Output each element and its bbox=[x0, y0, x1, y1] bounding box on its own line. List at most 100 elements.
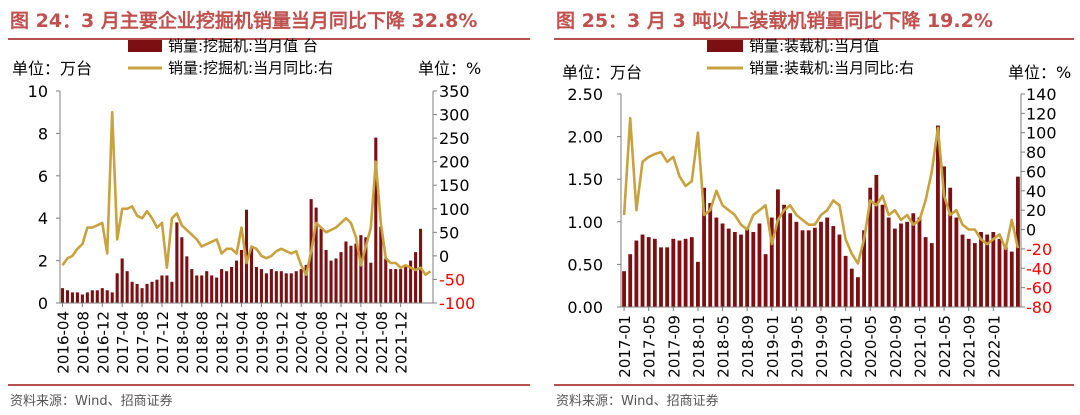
bar bbox=[751, 232, 756, 307]
bar bbox=[634, 240, 639, 307]
bar bbox=[259, 269, 263, 303]
bar bbox=[289, 273, 293, 303]
left-axis-unit: 单位：万台 bbox=[12, 59, 92, 78]
bar bbox=[339, 252, 343, 303]
bar bbox=[75, 292, 79, 303]
bar bbox=[948, 187, 953, 307]
chart-panel-loader: 图 25：3 月 3 吨以上装载机销量同比下降 19.2% 单位：万台 单位：% 销… bbox=[546, 0, 1080, 415]
right-axis-unit: 单位：% bbox=[418, 59, 481, 78]
left-tick-label: 1.00 bbox=[567, 213, 603, 232]
bar bbox=[215, 277, 219, 303]
bar bbox=[180, 237, 184, 303]
x-tick-label: 2017-09 bbox=[665, 315, 683, 378]
left-tick-label: 4 bbox=[38, 209, 48, 228]
left-tick-label: 2 bbox=[38, 252, 48, 271]
bar bbox=[905, 221, 910, 307]
bar bbox=[991, 232, 996, 307]
bar bbox=[880, 204, 885, 307]
x-tick-label: 2020-08 bbox=[313, 311, 331, 374]
bar bbox=[683, 238, 688, 307]
bar bbox=[170, 281, 174, 303]
bar bbox=[274, 271, 278, 303]
bar bbox=[997, 238, 1002, 307]
right-tick-label: 0 bbox=[1026, 221, 1036, 240]
bar bbox=[874, 174, 879, 307]
right-tick-label: 150 bbox=[439, 176, 470, 195]
bar bbox=[205, 271, 209, 303]
x-tick-label: 2017-12 bbox=[154, 311, 172, 374]
bar bbox=[210, 275, 214, 303]
left-tick-label: 1.50 bbox=[567, 170, 603, 189]
bar bbox=[364, 237, 368, 303]
x-tick-label: 2016-04 bbox=[54, 311, 72, 374]
bar bbox=[837, 234, 842, 307]
x-tick-label: 2019-08 bbox=[253, 311, 271, 374]
bar bbox=[294, 271, 298, 303]
left-tick-label: 6 bbox=[38, 167, 48, 186]
bar bbox=[384, 258, 388, 303]
bar bbox=[856, 277, 860, 307]
x-tick-label: 2020-04 bbox=[293, 311, 311, 374]
bar bbox=[80, 294, 84, 303]
bar bbox=[389, 269, 393, 303]
bar bbox=[85, 292, 89, 303]
bar bbox=[354, 243, 358, 303]
bar bbox=[145, 283, 149, 303]
bar bbox=[800, 230, 805, 307]
bar bbox=[714, 217, 719, 307]
bar bbox=[135, 283, 139, 303]
bar bbox=[264, 273, 268, 303]
left-tick-label: 2.00 bbox=[567, 128, 603, 147]
bar bbox=[923, 237, 928, 307]
source-note: 资料来源：Wind、招商证券 bbox=[556, 394, 719, 409]
bar bbox=[269, 269, 273, 303]
x-tick-label: 2016-12 bbox=[94, 311, 112, 374]
bar bbox=[60, 288, 65, 303]
bar bbox=[185, 256, 189, 303]
x-tick-label: 2021-08 bbox=[373, 311, 391, 374]
x-tick-label: 2021-01 bbox=[911, 315, 929, 378]
bar bbox=[200, 275, 204, 303]
bar bbox=[825, 217, 830, 307]
bar bbox=[220, 269, 224, 303]
bar bbox=[120, 258, 124, 303]
bar bbox=[677, 240, 682, 307]
right-tick-label: -20 bbox=[1026, 240, 1052, 259]
source-rule bbox=[8, 384, 530, 386]
bar bbox=[849, 268, 854, 307]
bar bbox=[917, 217, 922, 307]
bar bbox=[70, 292, 74, 303]
x-tick-label: 2018-01 bbox=[690, 315, 708, 378]
bar bbox=[254, 266, 258, 303]
bar bbox=[419, 228, 423, 303]
right-tick-label: -60 bbox=[1026, 279, 1052, 298]
bar bbox=[929, 243, 934, 307]
legend-line-label: 销量:挖掘机:当月同比:右 bbox=[168, 59, 333, 77]
bar bbox=[732, 232, 737, 307]
bar bbox=[115, 273, 119, 303]
bar bbox=[225, 271, 229, 303]
bar bbox=[726, 228, 731, 307]
source-rule bbox=[554, 384, 1074, 386]
bar bbox=[329, 260, 333, 303]
bar bbox=[745, 228, 750, 307]
bar bbox=[379, 226, 383, 303]
bar bbox=[150, 281, 154, 303]
bar bbox=[284, 273, 288, 303]
bar bbox=[788, 213, 793, 307]
x-tick-label: 2021-12 bbox=[393, 311, 411, 374]
figure-title: 图 24：3 月主要企业挖掘机销量当月同比下降 32.8% bbox=[10, 10, 478, 32]
bar bbox=[349, 245, 353, 303]
bar bbox=[763, 254, 768, 307]
left-axis-unit: 单位：万台 bbox=[562, 63, 642, 82]
bar bbox=[394, 269, 398, 303]
bar bbox=[812, 227, 817, 307]
bar bbox=[235, 260, 239, 303]
x-tick-label: 2018-08 bbox=[194, 311, 212, 374]
bar bbox=[319, 228, 323, 303]
bar bbox=[105, 290, 109, 303]
bar bbox=[1003, 245, 1008, 307]
right-tick-label: 60 bbox=[1026, 162, 1046, 181]
bar bbox=[359, 235, 363, 303]
